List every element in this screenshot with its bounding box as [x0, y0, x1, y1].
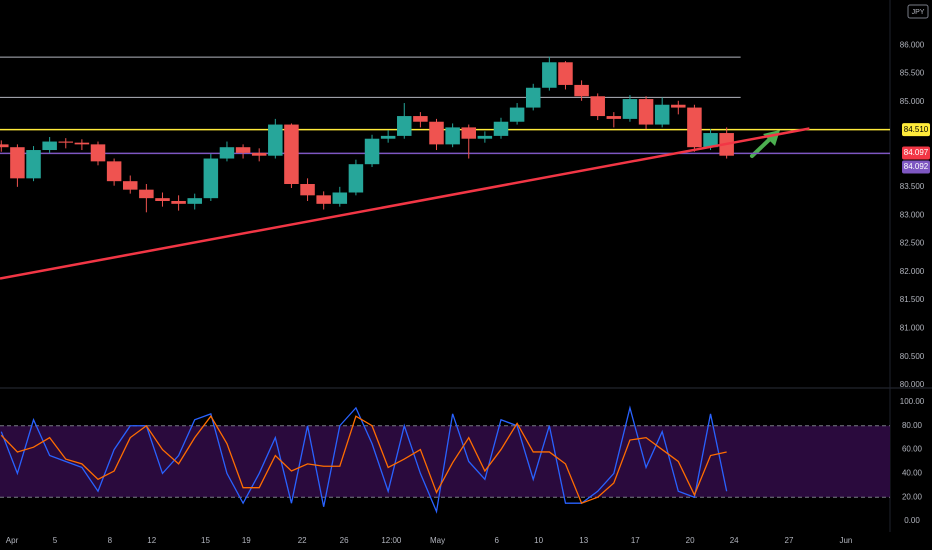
candle-body — [235, 147, 251, 153]
candle-body — [122, 181, 138, 190]
indicator-tick-label: 60.00 — [902, 445, 923, 454]
y-tick-label: 86.000 — [900, 40, 925, 49]
currency-box — [907, 4, 929, 19]
candle-body — [622, 99, 638, 119]
price-label-box — [902, 146, 930, 160]
x-tick-label: 10 — [534, 536, 543, 545]
x-tick-label: 8 — [108, 536, 113, 545]
candle-body — [703, 133, 718, 148]
x-tick-label: 15 — [201, 536, 210, 545]
y-tick-label: 81.500 — [900, 295, 925, 304]
price-label: 84.510 — [904, 125, 929, 134]
indicator-line — [0, 415, 727, 505]
x-tick-label: 26 — [340, 536, 349, 545]
candle-body — [332, 192, 348, 204]
candle-body — [413, 116, 428, 122]
indicator-tick-label: 0.00 — [904, 516, 920, 525]
y-tick-label: 82.500 — [900, 239, 925, 248]
x-tick-label: 24 — [730, 536, 739, 545]
y-tick-label: 80.500 — [900, 352, 925, 361]
candle-body — [380, 135, 396, 139]
candle-body — [203, 158, 219, 199]
candle-body — [687, 107, 702, 148]
x-tick-label: 19 — [242, 536, 251, 545]
candle-body — [187, 198, 202, 204]
candle-body — [542, 62, 557, 88]
candle-body — [654, 104, 670, 125]
x-tick-label: 12:00 — [381, 536, 402, 545]
candle-body — [58, 141, 74, 143]
candle-body — [90, 144, 106, 162]
candle-body — [606, 116, 622, 119]
candle-body — [106, 161, 122, 182]
candle-body — [445, 127, 460, 145]
price-label: 84.092 — [904, 162, 929, 171]
x-tick-label: 13 — [579, 536, 588, 545]
y-tick-label: 80.000 — [900, 380, 925, 389]
price-label-box — [902, 123, 930, 137]
indicator-tick-label: 40.00 — [902, 469, 923, 478]
candle-body — [268, 124, 283, 156]
candle-body — [219, 147, 235, 159]
candle-body — [493, 121, 509, 136]
x-tick-label: May — [430, 536, 445, 545]
candle-body — [300, 184, 315, 196]
x-tick-label: Apr — [6, 536, 19, 545]
candle-body — [139, 189, 154, 199]
candle-body — [74, 142, 90, 145]
candle-body — [251, 152, 267, 156]
candle-body — [284, 124, 299, 185]
candle-body — [461, 127, 477, 139]
price-label-box — [902, 160, 930, 174]
candle-body — [509, 107, 525, 122]
candle-body — [397, 116, 412, 136]
x-tick-label: 27 — [785, 536, 794, 545]
candle-body — [42, 141, 57, 151]
currency-label: JPY — [912, 9, 925, 16]
candle-body — [590, 96, 605, 117]
y-tick-label: 83.000 — [900, 210, 925, 219]
candle-body — [525, 87, 541, 108]
x-tick-label: 12 — [147, 536, 156, 545]
indicator-tick-label: 100.00 — [900, 397, 925, 406]
candle-body — [348, 164, 364, 193]
x-tick-label: 5 — [53, 536, 58, 545]
x-tick-label: 6 — [494, 536, 499, 545]
candle-body — [558, 62, 573, 85]
x-tick-label: Jun — [839, 536, 852, 545]
candle-body — [171, 200, 186, 204]
y-tick-label: 85.500 — [900, 69, 925, 78]
y-tick-label: 82.000 — [900, 267, 925, 276]
candle-body — [10, 147, 25, 179]
candle-body — [429, 121, 444, 145]
candle-body — [0, 144, 9, 148]
indicator-tick-label: 20.00 — [902, 492, 923, 501]
candle-body — [155, 198, 170, 201]
candle-body — [26, 150, 41, 179]
indicator-tick-label: 80.00 — [902, 421, 923, 430]
trendline — [0, 127, 810, 280]
y-tick-label: 81.000 — [900, 323, 925, 332]
x-tick-label: 17 — [631, 536, 640, 545]
candle-body — [316, 195, 331, 204]
x-tick-label: 22 — [298, 536, 307, 545]
y-tick-label: 83.500 — [900, 182, 925, 191]
candle-body — [364, 138, 380, 165]
candle-body — [638, 99, 654, 125]
price-label: 84.097 — [904, 148, 929, 157]
candle-body — [574, 84, 589, 97]
candle-body — [477, 135, 493, 139]
indicator-line — [0, 405, 728, 514]
y-tick-label: 85.000 — [900, 97, 925, 106]
x-tick-label: 20 — [686, 536, 695, 545]
candle-body — [671, 104, 686, 108]
